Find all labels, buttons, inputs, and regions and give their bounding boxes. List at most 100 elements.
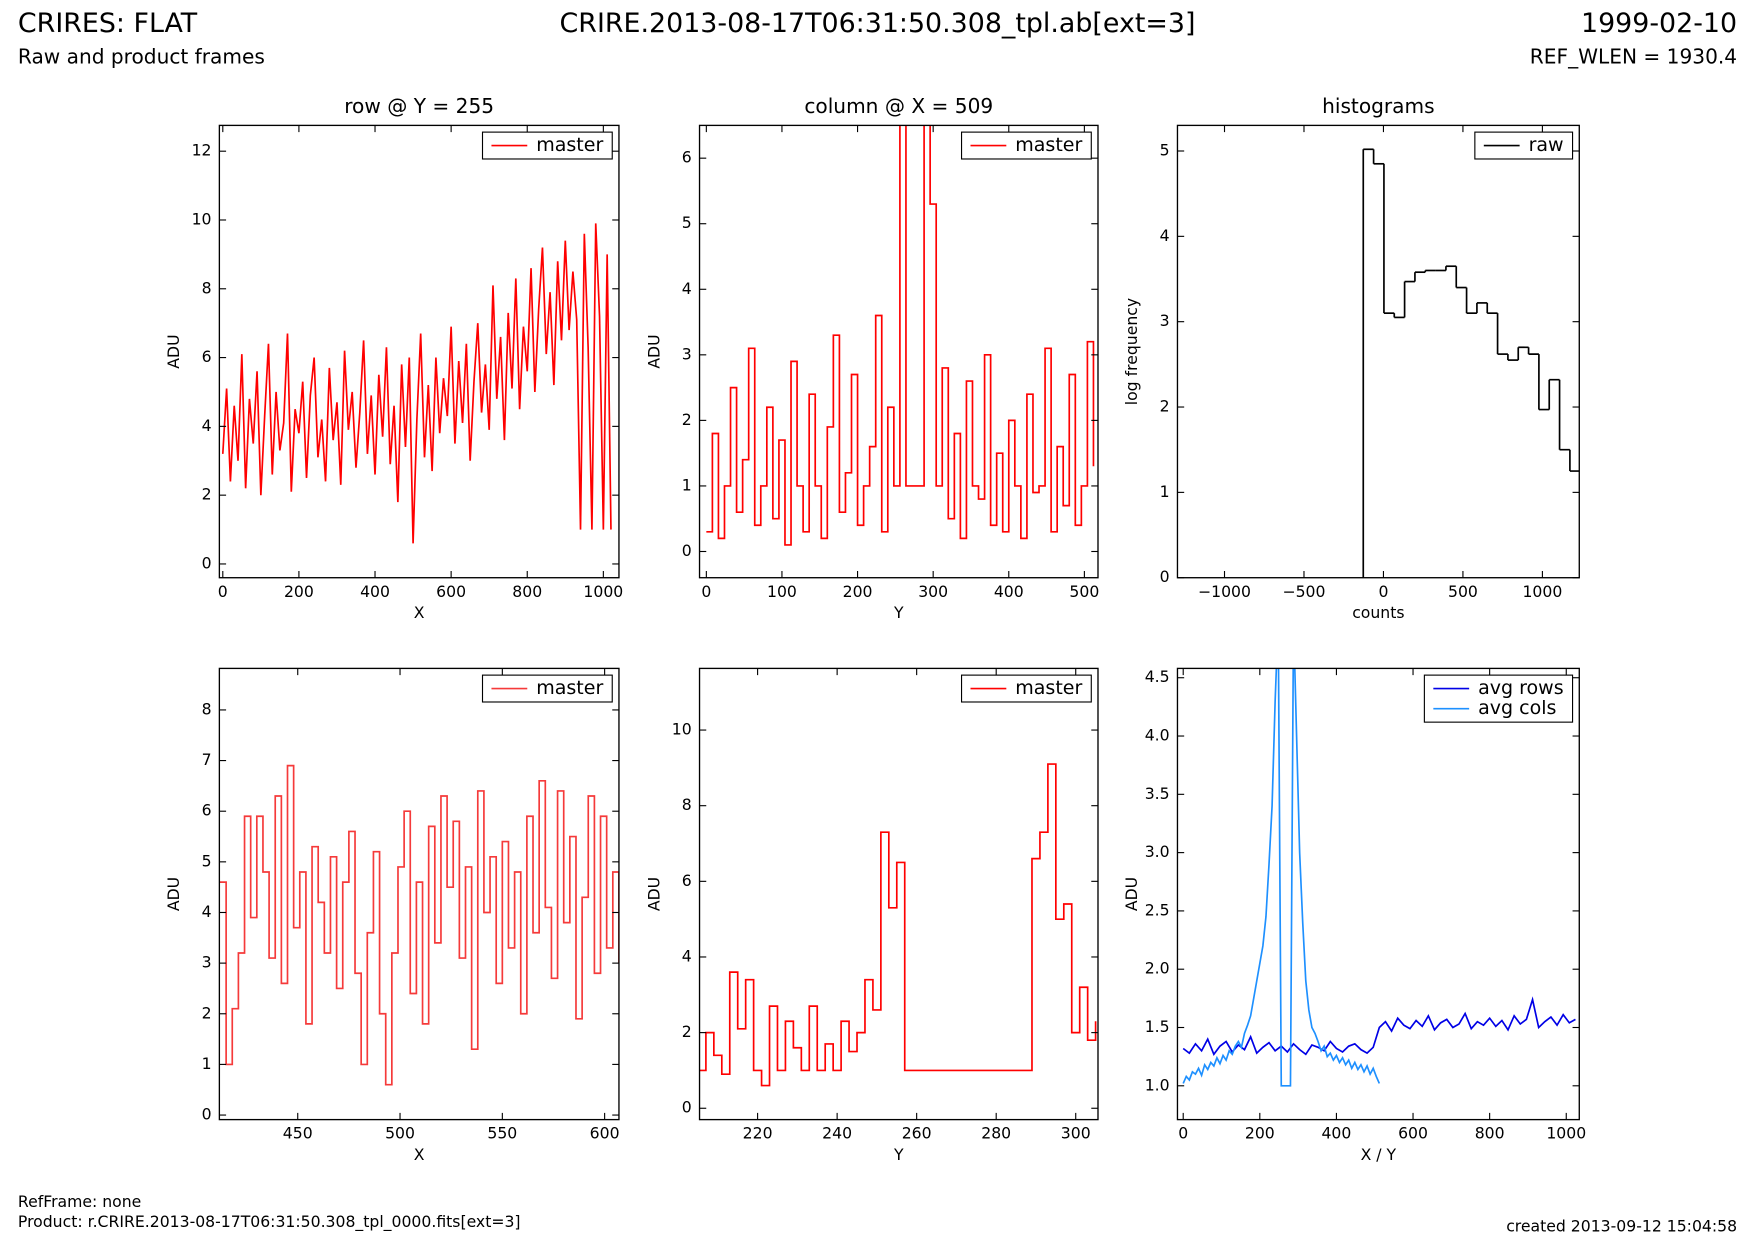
x-tick-label: 800 bbox=[512, 582, 542, 601]
legend-box bbox=[1474, 131, 1574, 160]
y-tick-label: 4 bbox=[682, 279, 692, 298]
y-tick-label: 0 bbox=[1160, 567, 1170, 586]
subtitle: Raw and product frames bbox=[18, 45, 265, 69]
y-tick-label: 2 bbox=[682, 410, 692, 429]
x-axis-label: X bbox=[414, 603, 425, 622]
y-tick-label: 5 bbox=[1160, 140, 1170, 159]
x-tick-label: −500 bbox=[1282, 582, 1325, 601]
data-line bbox=[1182, 668, 1381, 1087]
x-tick-label: 0 bbox=[701, 582, 711, 601]
y-axis-label: ADU bbox=[1122, 877, 1141, 911]
y-tick-label: 8 bbox=[682, 795, 692, 814]
y-tick-label: 1 bbox=[1160, 482, 1170, 501]
y-tick-label: 2 bbox=[682, 1022, 692, 1041]
x-tick-label: 400 bbox=[1321, 1124, 1351, 1143]
legend-box bbox=[481, 131, 613, 160]
y-tick-label: 4 bbox=[202, 416, 212, 435]
y-tick-label: 6 bbox=[682, 871, 692, 890]
y-tick-label: 2.5 bbox=[1145, 900, 1170, 919]
y-tick-label: 7 bbox=[202, 750, 212, 769]
plot-area bbox=[1182, 668, 1576, 1087]
chart-title: column @ X = 509 bbox=[804, 94, 993, 118]
y-axis-label: ADU bbox=[164, 334, 183, 368]
x-tick-label: 200 bbox=[284, 582, 314, 601]
plot-area bbox=[221, 223, 612, 544]
y-tick-label: 2 bbox=[202, 485, 212, 504]
legend: master bbox=[481, 674, 613, 703]
y-axis-label: ADU bbox=[644, 334, 663, 368]
plot-frame bbox=[1176, 124, 1580, 579]
x-tick-label: 220 bbox=[743, 1124, 773, 1143]
data-line bbox=[699, 763, 1097, 1087]
data-line bbox=[706, 125, 1095, 546]
legend-label: master bbox=[536, 677, 603, 699]
x-tick-label: 600 bbox=[590, 1124, 620, 1143]
x-tick-label: 500 bbox=[1448, 582, 1478, 601]
y-tick-label: 3 bbox=[202, 953, 212, 972]
y-axis-label: log frequency bbox=[1122, 298, 1141, 405]
x-tick-label: 240 bbox=[822, 1124, 852, 1143]
y-tick-label: 1 bbox=[202, 1054, 212, 1073]
plot-frame bbox=[698, 124, 1099, 579]
y-tick-label: 0 bbox=[682, 1098, 692, 1117]
x-tick-label: 300 bbox=[1061, 1124, 1091, 1143]
ref-wlen: REF_WLEN = 1930.4 bbox=[1530, 45, 1737, 69]
x-tick-label: 200 bbox=[843, 582, 873, 601]
plot-frame bbox=[1176, 667, 1580, 1121]
y-tick-label: 6 bbox=[202, 347, 212, 366]
y-tick-label: 12 bbox=[192, 141, 212, 160]
plot-frame bbox=[698, 667, 1099, 1121]
legend-label: master bbox=[536, 134, 603, 156]
x-tick-label: 500 bbox=[385, 1124, 415, 1143]
y-tick-label: 2.0 bbox=[1145, 959, 1170, 978]
legend-label: avg rows bbox=[1478, 677, 1564, 699]
y-axis-label: ADU bbox=[644, 877, 663, 911]
y-tick-label: 10 bbox=[672, 720, 692, 739]
x-tick-label: 1000 bbox=[1522, 582, 1562, 601]
x-tick-label: 300 bbox=[918, 582, 948, 601]
y-tick-label: 1.0 bbox=[1145, 1075, 1170, 1094]
y-tick-label: 1 bbox=[682, 475, 692, 494]
date: 1999-02-10 bbox=[1581, 8, 1737, 39]
chart-title: row @ Y = 255 bbox=[344, 94, 494, 118]
plot-area bbox=[706, 125, 1095, 546]
data-line bbox=[219, 764, 619, 1086]
created: created 2013-09-12 15:04:58 bbox=[1506, 1217, 1737, 1236]
x-tick-label: 0 bbox=[218, 582, 228, 601]
plot-area bbox=[1362, 148, 1580, 578]
x-tick-label: 400 bbox=[994, 582, 1024, 601]
product: Product: r.CRIRE.2013-08-17T06:31:50.308… bbox=[18, 1212, 521, 1232]
x-tick-label: 600 bbox=[1398, 1124, 1428, 1143]
legend: master bbox=[960, 131, 1092, 160]
legend-label: master bbox=[1015, 134, 1082, 156]
y-tick-label: 4.5 bbox=[1145, 667, 1170, 686]
x-tick-label: 1000 bbox=[1546, 1124, 1586, 1143]
x-tick-label: 600 bbox=[436, 582, 466, 601]
y-tick-label: 4 bbox=[682, 946, 692, 965]
x-axis-label: X bbox=[414, 1145, 425, 1164]
legend: master bbox=[960, 674, 1092, 703]
x-tick-label: 0 bbox=[1378, 582, 1388, 601]
y-tick-label: 1.5 bbox=[1145, 1017, 1170, 1036]
y-tick-label: 0 bbox=[202, 553, 212, 572]
plot-area bbox=[219, 764, 619, 1086]
y-tick-label: 3 bbox=[1160, 311, 1170, 330]
data-line bbox=[221, 223, 612, 544]
y-tick-label: 8 bbox=[202, 278, 212, 297]
y-tick-label: 0 bbox=[202, 1105, 212, 1124]
y-tick-label: 2 bbox=[202, 1003, 212, 1022]
x-tick-label: 800 bbox=[1475, 1124, 1505, 1143]
plot-frame bbox=[218, 124, 620, 579]
y-tick-label: 4.0 bbox=[1145, 726, 1170, 745]
y-tick-label: 3 bbox=[682, 344, 692, 363]
y-tick-label: 5 bbox=[682, 213, 692, 232]
x-tick-label: 260 bbox=[902, 1124, 932, 1143]
x-tick-label: 280 bbox=[981, 1124, 1011, 1143]
y-tick-label: 8 bbox=[202, 699, 212, 718]
legend-label: master bbox=[1015, 677, 1082, 699]
legend: master bbox=[481, 131, 613, 160]
page-title: CRIRES: FLAT bbox=[18, 8, 198, 39]
file-name: CRIRE.2013-08-17T06:31:50.308_tpl.ab[ext… bbox=[560, 8, 1196, 39]
y-tick-label: 0 bbox=[682, 541, 692, 560]
